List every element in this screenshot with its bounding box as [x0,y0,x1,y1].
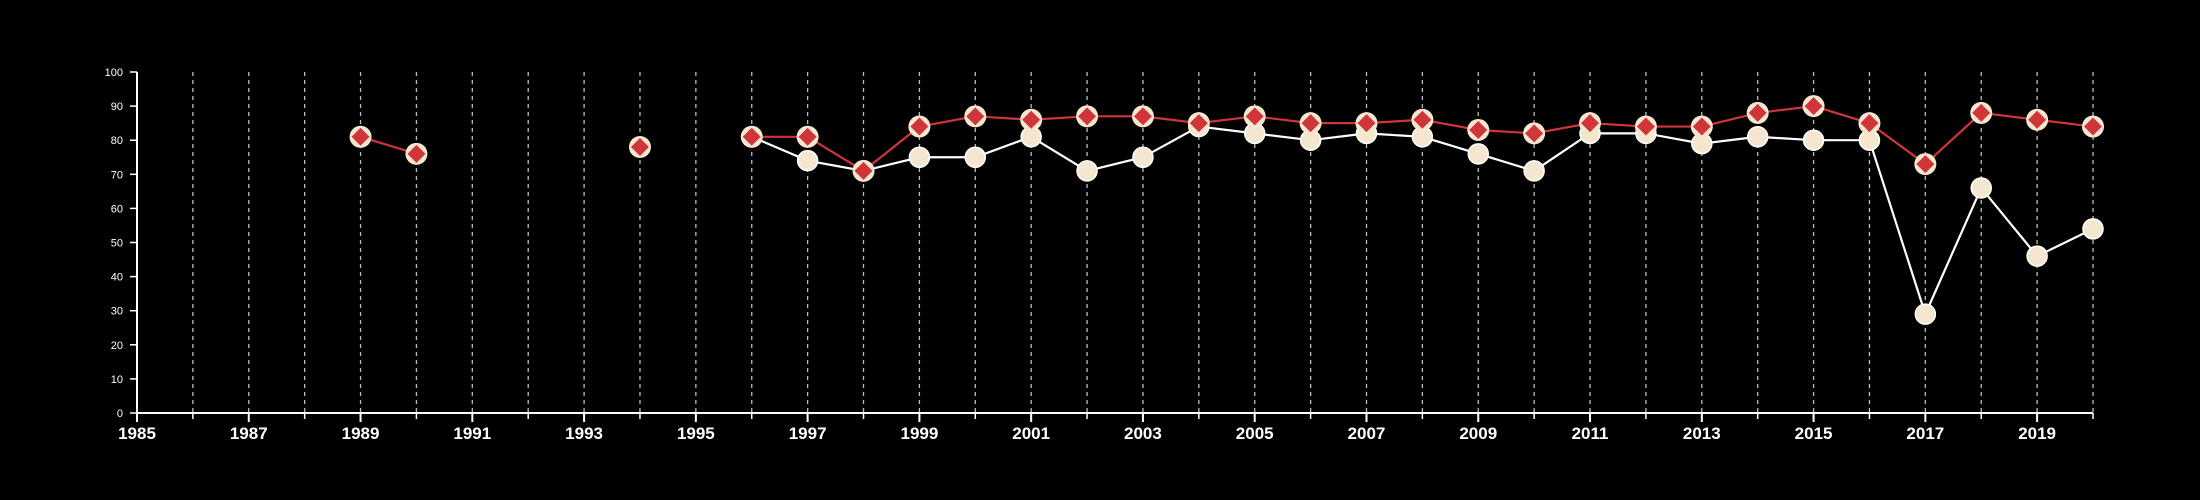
series-0-point-2007 [1357,114,1376,133]
x-tick-label-1999: 1999 [900,424,938,443]
series-0-point-2010 [1525,124,1544,143]
x-tick-label-2013: 2013 [1683,424,1721,443]
series-0-point-2006 [1301,114,1320,133]
x-tick-label-1985: 1985 [118,424,156,443]
series-1-point-2015 [1802,129,1825,151]
y-tick-label-0: 0 [117,408,123,420]
x-tick-label-1989: 1989 [342,424,380,443]
axes: 0 10 20 30 40 50 60 70 80 90 100 1985 1987 1989 1991 19… [105,67,2094,443]
series-0-point-1989 [351,127,370,146]
y-tick-label-50: 50 [111,238,123,250]
x-tick-label-2001: 2001 [1012,424,1050,443]
series-1-point-1997 [796,149,819,172]
series-0-point-2005 [1245,107,1264,126]
series-0-point-1996 [742,127,761,146]
x-tick-label-2007: 2007 [1348,424,1386,443]
series-1-point-2000 [964,146,987,168]
x-tick-label-2009: 2009 [1459,424,1497,443]
series-0-point-2004 [1189,114,1208,133]
x-tick-label-2015: 2015 [1795,424,1833,443]
series-1-point-2017 [1914,303,1937,325]
x-tick-label-1993: 1993 [565,424,603,443]
series-0-point-2013 [1692,117,1711,136]
series-lines [360,104,2094,318]
x-tick-label-2019: 2019 [2018,424,2056,443]
y-tick-label-70: 70 [111,169,123,181]
y-tick-label-20: 20 [111,340,123,352]
series-0-point-2014 [1748,103,1767,122]
x-tick-label-2011: 2011 [1572,424,1609,443]
series-0-point-2009 [1469,120,1488,139]
y-tick-label-100: 100 [105,67,123,79]
series-0-point-2019 [2028,110,2047,129]
series-0-point-2015 [1804,97,1823,116]
x-tick-label-2003: 2003 [1124,424,1162,443]
x-tick-label-1997: 1997 [789,424,827,443]
series-0-point-1999 [910,117,929,136]
series-0-point-1998 [854,161,873,180]
series-0-point-2018 [1972,103,1991,122]
series-0-point-2003 [1133,107,1152,126]
series-1-point-2018 [1970,177,1992,199]
series-0-point-2011 [1581,114,1600,133]
series-0-point-2012 [1636,117,1655,136]
series-0-point-1990 [407,144,426,163]
y-tick-label-10: 10 [111,374,123,386]
series-0-point-1994 [630,138,649,157]
series-1-point-2020 [2082,218,2104,240]
y-tick-label-90: 90 [111,101,123,113]
x-tick-label-1987: 1987 [230,424,268,443]
series-0-point-2017 [1916,155,1935,174]
series-0-point-1997 [798,127,817,146]
series-1-point-2002 [1076,160,1098,182]
x-tick-label-2005: 2005 [1236,424,1274,443]
series-1-point-2014 [1746,126,1769,148]
series-0-point-2008 [1413,110,1432,129]
series-1-point-2019 [2026,245,2048,267]
x-tick-label-1995: 1995 [677,424,715,443]
series-0-point-2000 [966,107,985,126]
y-tick-label-30: 30 [111,306,123,318]
series-0-point-2001 [1022,110,1041,129]
y-tick-label-60: 60 [111,203,123,215]
y-tick-label-80: 80 [111,135,123,147]
series-0-point-2002 [1078,107,1097,126]
x-tick-label-2017: 2017 [1906,424,1944,443]
series-1-point-2003 [1132,146,1154,168]
x-tick-label-1991: 1991 [453,424,491,443]
y-tick-label-40: 40 [111,272,123,284]
series-1-point-2010 [1523,160,1545,182]
series-1-point-1999 [908,146,931,168]
series-markers [349,95,2104,325]
series-1-point-2009 [1467,143,1490,165]
series-0-point-2020 [2084,117,2102,136]
series-0-point-2016 [1860,114,1879,133]
